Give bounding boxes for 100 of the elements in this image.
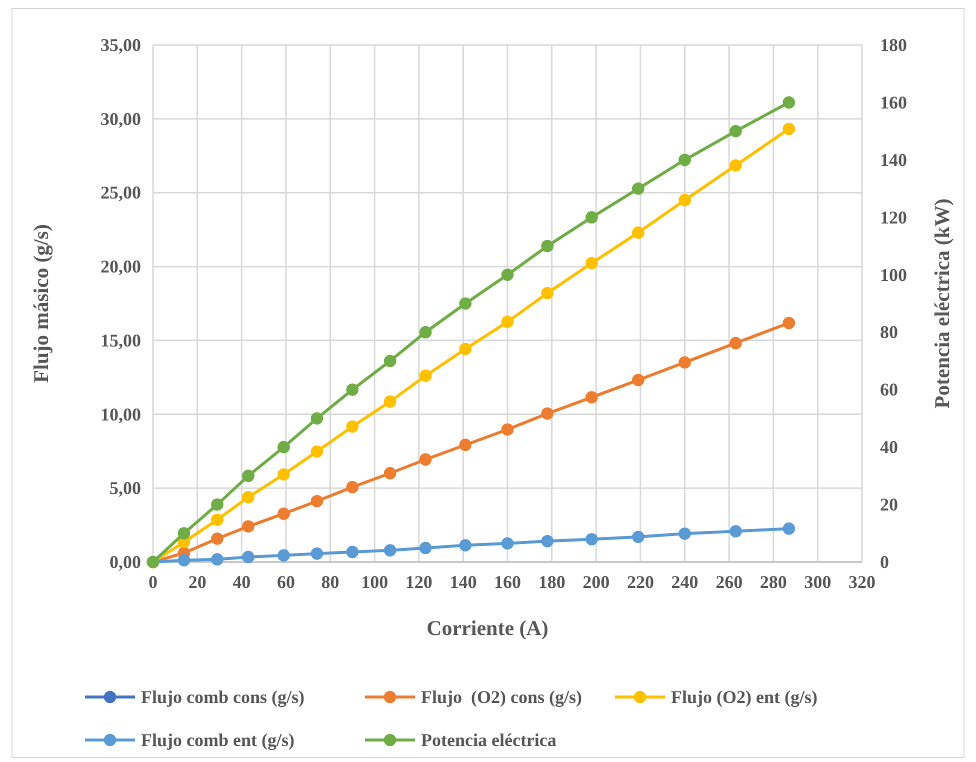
point xyxy=(278,440,290,454)
x-tick-label: 20 xyxy=(188,572,206,592)
point xyxy=(242,520,254,533)
x-tick-label: 280 xyxy=(760,572,787,592)
x-tick-label: 140 xyxy=(450,572,477,592)
x-tick-label: 0 xyxy=(148,572,158,592)
point xyxy=(678,527,691,540)
point xyxy=(541,407,554,420)
point xyxy=(346,384,359,396)
point xyxy=(459,342,472,356)
point xyxy=(678,154,691,166)
point xyxy=(782,122,796,136)
x-tick-label: 240 xyxy=(671,572,698,592)
point xyxy=(541,286,554,300)
point xyxy=(541,535,554,548)
y2-tick-label: 180 xyxy=(880,35,907,55)
point xyxy=(278,508,290,520)
y-tick-label: 10,00 xyxy=(100,404,141,424)
point xyxy=(586,391,598,404)
point xyxy=(242,550,254,564)
point xyxy=(310,445,324,458)
y-axis-title: Flujo másico (g/s) xyxy=(29,224,53,383)
point xyxy=(459,297,472,310)
point xyxy=(242,490,254,504)
legend-label: Potencia eléctrica xyxy=(421,730,556,750)
x-tick-label: 300 xyxy=(804,572,832,592)
point xyxy=(782,316,796,330)
point xyxy=(419,370,432,382)
point xyxy=(346,546,359,558)
x-tick-label: 160 xyxy=(494,572,521,592)
point xyxy=(419,326,432,338)
legend-label: Flujo (O2) ent (g/s) xyxy=(671,687,818,707)
point xyxy=(501,268,514,281)
point xyxy=(310,547,324,560)
point xyxy=(178,554,190,566)
y-tick-label: 30,00 xyxy=(100,108,141,129)
point xyxy=(730,125,742,138)
x-tick-label: 200 xyxy=(582,572,610,592)
y-tick-label: 5,00 xyxy=(110,478,141,498)
point xyxy=(211,532,224,545)
point xyxy=(211,498,224,511)
point xyxy=(632,226,644,239)
point xyxy=(730,336,742,350)
point xyxy=(632,374,644,386)
point xyxy=(310,412,324,425)
point xyxy=(501,316,514,328)
point xyxy=(211,514,224,526)
y-tick-label: 0,00 xyxy=(110,552,141,572)
y2-axis-title: Potencia eléctrica (kW) xyxy=(930,198,954,408)
y-tick-label: 15,00 xyxy=(100,330,141,350)
y2-tick-label: 60 xyxy=(880,380,898,400)
y-tick-label: 35,00 xyxy=(100,35,141,55)
point xyxy=(459,539,472,552)
point xyxy=(541,240,554,252)
point xyxy=(384,544,396,556)
y2-tick-label: 100 xyxy=(880,264,907,285)
point xyxy=(678,194,691,206)
point xyxy=(384,467,396,480)
point xyxy=(501,423,514,436)
point xyxy=(459,438,472,452)
legend-label: Flujo comb ent (g/s) xyxy=(141,730,294,750)
point xyxy=(178,527,190,540)
x-tick-label: 100 xyxy=(361,572,388,592)
x-tick-label: 40 xyxy=(232,572,251,592)
point xyxy=(586,257,598,270)
point xyxy=(211,553,224,566)
point xyxy=(278,468,290,481)
point xyxy=(346,480,359,494)
x-tick-label: 260 xyxy=(716,572,743,592)
point xyxy=(730,525,742,538)
legend-label: Flujo (O2) cons (g/s) xyxy=(421,687,582,707)
y2-tick-label: 120 xyxy=(880,207,907,228)
point xyxy=(310,494,324,508)
x-tick-label: 220 xyxy=(626,572,654,592)
point xyxy=(782,522,796,535)
point xyxy=(632,530,644,544)
y-tick-label: 25,00 xyxy=(100,182,141,203)
point xyxy=(242,470,254,482)
y2-tick-label: 160 xyxy=(880,92,907,112)
point xyxy=(346,420,359,433)
point xyxy=(419,453,432,466)
x-tick-label: 60 xyxy=(276,572,295,592)
x-axis-title: Corriente (A) xyxy=(426,616,548,640)
x-tick-label: 180 xyxy=(538,572,566,592)
y2-tick-label: 140 xyxy=(880,150,907,170)
y2-tick-label: 20 xyxy=(880,494,898,515)
point xyxy=(278,549,290,562)
point xyxy=(586,533,598,546)
point xyxy=(501,537,514,550)
point xyxy=(678,356,691,369)
point xyxy=(782,96,796,109)
point xyxy=(419,542,432,554)
point xyxy=(384,395,396,408)
y-tick-label: 20,00 xyxy=(100,256,141,277)
legend-label: Flujo comb cons (g/s) xyxy=(141,687,304,707)
y2-tick-label: 40 xyxy=(880,437,898,458)
x-tick-label: 320 xyxy=(848,572,876,592)
y2-tick-label: 80 xyxy=(880,322,898,342)
x-tick-label: 80 xyxy=(321,572,340,592)
point xyxy=(730,159,742,172)
